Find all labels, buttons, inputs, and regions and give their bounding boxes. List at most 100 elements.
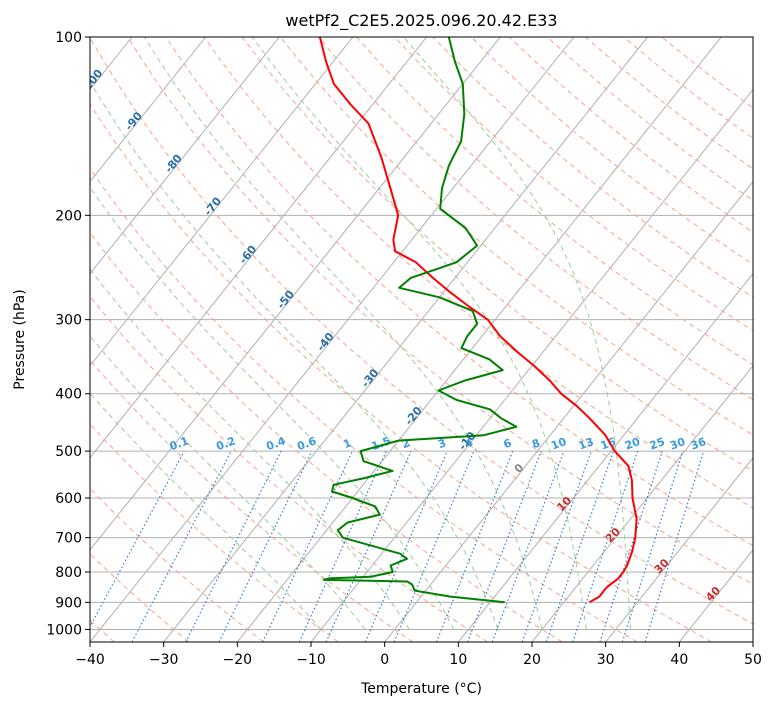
dry-adiabat-label: -30	[359, 366, 382, 390]
x-tick-label: 10	[449, 652, 467, 668]
mixing-ratio-label: 1	[342, 436, 354, 451]
isotherm-line	[90, 37, 428, 459]
x-tick-label: −10	[296, 652, 326, 668]
dry-adiabat-line	[432, 37, 753, 298]
dry-adiabat-line	[508, 37, 753, 233]
isotherm-label: 0	[512, 461, 527, 476]
y-tick-label: 500	[55, 444, 82, 460]
mixing-ratio-line	[599, 450, 663, 642]
mixing-ratio-label: 4	[463, 436, 475, 451]
dry-adiabat-label: -60	[237, 243, 260, 267]
isotherm-line	[678, 549, 753, 642]
dry-adiabat-label: -20	[402, 404, 425, 428]
mixing-ratio-label: 30	[668, 435, 687, 453]
x-tick-label: −20	[223, 652, 253, 668]
isotherm-line	[531, 364, 753, 642]
mixing-ratio-label: 3	[436, 436, 448, 451]
y-tick-label: 900	[55, 595, 82, 611]
dry-adiabat-label: -50	[274, 288, 297, 312]
isotherm-line	[90, 37, 354, 367]
x-tick-label: 30	[597, 652, 615, 668]
mixing-ratio-line	[218, 450, 313, 642]
isotherm-line	[752, 641, 753, 642]
mixing-ratio-label: 25	[648, 435, 667, 452]
isotherm-line	[163, 37, 649, 642]
mixing-ratio-label: 2	[400, 436, 412, 451]
isotherm-line	[0, 37, 58, 642]
y-axis-title: Pressure (hPa)	[12, 289, 28, 389]
temperature-line	[318, 37, 638, 604]
mixing-ratio-line	[466, 450, 542, 642]
moist-adiabat-line	[90, 335, 366, 630]
chart-title: wetPf2_C2E5.2025.096.20.42.E33	[285, 11, 557, 31]
isotherm-label: 30	[652, 556, 672, 576]
x-tick-label: 20	[523, 652, 541, 668]
isotherm-line	[90, 37, 501, 551]
dry-adiabat-line	[90, 423, 339, 642]
x-axis-title: Temperature (°C)	[360, 681, 482, 697]
y-tick-label: 600	[55, 491, 82, 507]
mixing-ratio-line	[364, 450, 448, 642]
moist-adiabat-line	[90, 392, 322, 630]
isotherm-label: 10	[554, 494, 574, 514]
dry-adiabat-line	[90, 167, 638, 642]
isotherm-label: 40	[703, 584, 723, 604]
moist-adiabat-line	[90, 186, 455, 630]
x-tick-label: 40	[670, 652, 688, 668]
isotherm-line	[605, 457, 753, 642]
isotherm-line	[310, 88, 753, 642]
dry-adiabat-line	[317, 37, 753, 401]
mixing-ratio-line	[435, 450, 514, 642]
moist-adiabat-line	[90, 80, 499, 630]
dry-adiabat-line	[241, 37, 753, 472]
moist-adiabat-line	[403, 37, 631, 630]
y-tick-label: 1000	[46, 622, 82, 638]
x-tick-label: 50	[744, 652, 762, 668]
dry-adiabat-line	[546, 37, 753, 201]
dry-adiabat-line	[90, 359, 414, 642]
isotherm-line	[236, 37, 722, 642]
mixing-ratio-label: 20	[623, 435, 642, 453]
dry-adiabat-line	[470, 37, 753, 266]
mixing-ratio-line	[644, 450, 705, 642]
mixing-ratio-line	[325, 450, 412, 642]
x-tick-label: −40	[75, 652, 105, 668]
isotherm-label: 20	[603, 525, 623, 545]
y-tick-label: 200	[55, 208, 82, 224]
dry-adiabat-line	[90, 295, 488, 642]
y-tick-label: 100	[55, 30, 82, 46]
isotherm-line	[457, 272, 753, 642]
mixing-ratio-label: 0.6	[295, 434, 318, 453]
isotherm-line	[90, 37, 207, 183]
mixing-ratio-line	[262, 450, 354, 642]
mixing-ratio-line	[621, 450, 684, 642]
x-tick-label: 0	[380, 652, 389, 668]
dry-adiabat-line	[584, 37, 753, 170]
y-tick-label: 400	[55, 387, 82, 403]
x-axis: −40 −30 −20 −10 0 10 20 30 40 50	[75, 642, 762, 668]
dry-adiabat-line	[90, 103, 712, 642]
mixing-ratio-label: 13	[577, 435, 596, 452]
mixing-ratio-label: 6	[502, 436, 514, 451]
moist-adiabat-line	[90, 268, 410, 630]
x-tick-label: −30	[149, 652, 179, 668]
mixing-ratio-line	[393, 450, 475, 642]
sounding-series	[318, 37, 638, 604]
y-tick-label: 300	[55, 313, 82, 329]
moist-adiabat-line	[144, 37, 543, 630]
mixing-ratio-line	[545, 450, 614, 642]
mixing-ratio-line	[298, 450, 387, 642]
mixing-ratio-line	[572, 450, 639, 642]
mixing-ratio-label: 1.5	[370, 434, 393, 453]
isotherm-line	[384, 180, 753, 642]
y-axis: 100 200 300 400 500 600 700 800 900 1000	[46, 30, 90, 638]
dry-adiabat-line	[203, 37, 753, 509]
y-tick-label: 700	[55, 531, 82, 547]
mixing-ratio-line	[521, 450, 592, 642]
moist-adiabat-line	[251, 37, 587, 630]
dewpoint-line	[322, 37, 518, 604]
dry-adiabat-line	[279, 37, 753, 436]
dry-adiabat-line	[90, 553, 190, 642]
mixing-ratio-label: 0.2	[215, 434, 238, 453]
dry-adiabat-line	[90, 37, 753, 625]
